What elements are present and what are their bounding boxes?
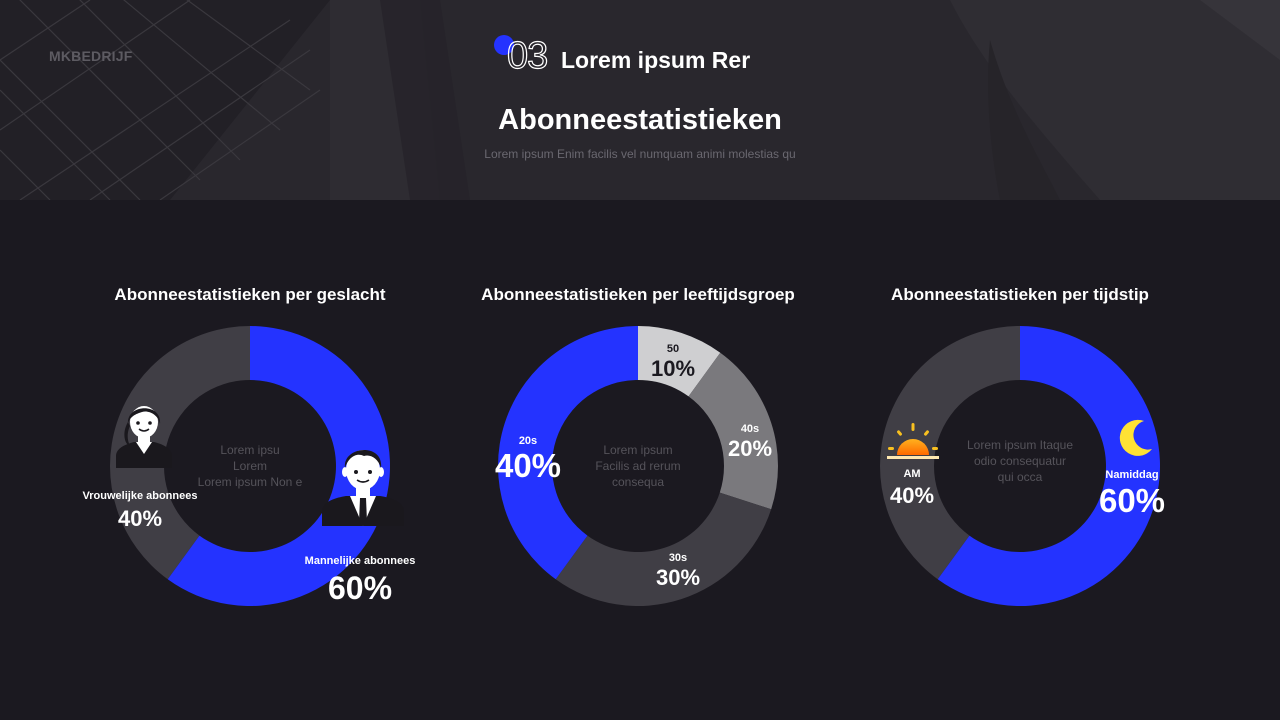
moon-icon — [1119, 419, 1152, 456]
header-banner: MKBEDRIJF 03 Lorem ipsum Rer Abonneestat… — [0, 0, 1280, 200]
center-text: Lorem ipsum Itaque odio consequatur qui … — [966, 438, 1074, 484]
time-chart: Abonneestatistieken per tijdstip Lorem i… — [820, 280, 1220, 620]
center-text: Lorem ipsu Lorem Lorem ipsum Non e — [197, 443, 303, 489]
age-donut — [498, 326, 779, 606]
chart-title: Abonneestatistieken per leeftijdsgroep — [481, 285, 795, 304]
segment-50 — [638, 326, 721, 397]
page-title: Abonneestatistieken — [498, 104, 782, 136]
label-20s: 20s 40% — [494, 435, 562, 484]
label-40s: 40s 20% — [727, 423, 773, 461]
label-30s: 30s 30% — [655, 552, 701, 590]
segment-female — [110, 326, 250, 580]
woman-avatar-icon — [116, 406, 172, 468]
gender-chart: Abonneestatistieken per geslacht Lorem i… — [50, 280, 450, 620]
section-accent-dot — [494, 35, 514, 55]
segment-40s — [688, 352, 779, 510]
sunrise-icon — [887, 423, 939, 459]
segment-30s — [555, 492, 772, 606]
segment-namiddag — [937, 326, 1161, 606]
segment-am — [880, 326, 1020, 580]
building-background-image — [0, 0, 1280, 200]
section-title: Lorem ipsum Rer — [561, 47, 751, 73]
chart-title: Abonneestatistieken per geslacht — [114, 285, 386, 304]
center-text: Lorem ipsum Facilis ad rerum consequa — [595, 443, 681, 489]
section-number: 03 — [506, 35, 548, 77]
am-label: AM 40% — [889, 468, 935, 508]
female-label: Vrouwelijke abonnees 40% — [82, 490, 198, 531]
male-label: Mannelijke abonnees 60% — [304, 555, 416, 606]
time-donut — [880, 326, 1161, 606]
segment-male — [167, 326, 391, 606]
label-50: 50 10% — [650, 343, 696, 381]
company-logo: MKBEDRIJF — [49, 48, 133, 64]
gender-donut — [110, 326, 391, 606]
namiddag-label: Namiddag 60% — [1098, 469, 1166, 519]
man-avatar-icon — [322, 449, 404, 526]
chart-title: Abonneestatistieken per tijdstip — [891, 285, 1149, 304]
age-chart: Abonneestatistieken per leeftijdsgroep L… — [438, 280, 838, 620]
segment-20s — [498, 326, 638, 580]
page-subtitle: Lorem ipsum Enim facilis vel numquam ani… — [484, 147, 796, 161]
